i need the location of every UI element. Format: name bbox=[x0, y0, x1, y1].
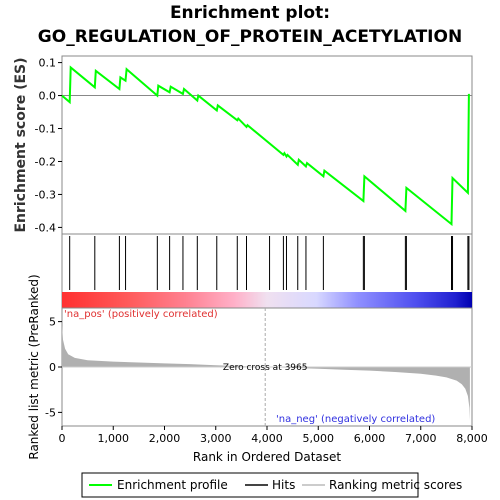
rank-y-tick-label: -5 bbox=[45, 406, 56, 419]
rank-color-bar bbox=[62, 292, 472, 308]
neg-correlated-label: 'na_neg' (negatively correlated) bbox=[276, 414, 435, 425]
pos-correlated-label: 'na_pos' (positively correlated) bbox=[64, 309, 218, 320]
es-y-tick-label: -0.4 bbox=[35, 221, 56, 234]
legend: Enrichment profile Hits Ranking metric s… bbox=[81, 472, 462, 498]
rank-y-tick-label: 0 bbox=[49, 361, 56, 374]
x-tick-label: 5,000 bbox=[303, 432, 335, 445]
x-tick-label: 3,000 bbox=[200, 432, 232, 445]
rank-y-ticks: 5 0 -5 bbox=[45, 316, 62, 419]
rank-x-ticks: 0 1,000 2,000 3,000 4,000 5,000 6,000 7,000 8,00… bbox=[59, 426, 488, 445]
es-y-tick-label: -0.2 bbox=[35, 155, 56, 168]
zero-cross-label: Zero cross at 3965 bbox=[223, 363, 308, 373]
es-panel: 0.1 0.0 -0.1 -0.2 -0.3 -0.4 Enrichment score … bbox=[13, 55, 473, 235]
hits-panel bbox=[61, 233, 473, 309]
x-tick-label: 8,000 bbox=[456, 432, 488, 445]
rank-y-label: Ranked list metric (PreRanked) bbox=[27, 274, 41, 459]
ranked-list-panel: Zero cross at 3965 'na_pos' (positively … bbox=[27, 274, 488, 464]
es-y-tick-label: -0.1 bbox=[35, 123, 56, 136]
es-y-tick-label: 0.0 bbox=[39, 90, 57, 103]
x-tick-label: 6,000 bbox=[354, 432, 386, 445]
legend-label-hits: Hits bbox=[272, 478, 295, 492]
plot-title-line2: GO_REGULATION_OF_PROTEIN_ACETYLATION bbox=[37, 27, 463, 47]
enrichment-profile-line bbox=[61, 65, 470, 227]
es-y-tick-label: 0.1 bbox=[39, 57, 57, 70]
x-tick-label: 1,000 bbox=[98, 432, 130, 445]
legend-label-profile: Enrichment profile bbox=[117, 478, 228, 492]
es-y-label: Enrichment score (ES) bbox=[13, 57, 29, 232]
x-tick-label: 7,000 bbox=[405, 432, 437, 445]
x-tick-label: 0 bbox=[59, 432, 66, 445]
x-tick-label: 2,000 bbox=[149, 432, 181, 445]
legend-label-metric: Ranking metric scores bbox=[329, 478, 462, 492]
es-y-tick-label: -0.3 bbox=[35, 188, 56, 201]
x-tick-label: 4,000 bbox=[251, 432, 283, 445]
es-frame bbox=[61, 55, 473, 235]
hit-lines bbox=[69, 236, 470, 290]
plot-title-line1: Enrichment plot: bbox=[169, 3, 331, 23]
x-axis-label: Rank in Ordered Dataset bbox=[193, 450, 341, 464]
rank-y-tick-label: 5 bbox=[49, 316, 56, 329]
es-y-ticks: 0.1 0.0 -0.1 -0.2 -0.3 -0.4 bbox=[35, 57, 62, 234]
